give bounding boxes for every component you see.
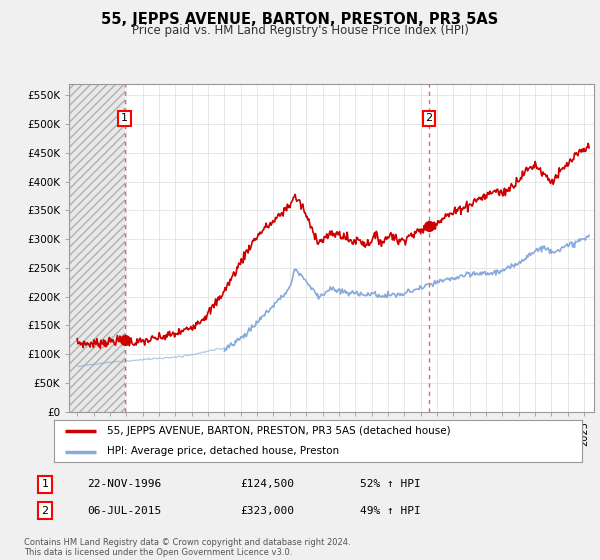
- Text: 1: 1: [121, 114, 128, 124]
- Text: £124,500: £124,500: [240, 479, 294, 489]
- Text: 2: 2: [41, 506, 49, 516]
- Text: 1: 1: [41, 479, 49, 489]
- Text: 52% ↑ HPI: 52% ↑ HPI: [360, 479, 421, 489]
- Text: 22-NOV-1996: 22-NOV-1996: [87, 479, 161, 489]
- Text: 2: 2: [425, 114, 433, 124]
- Text: 55, JEPPS AVENUE, BARTON, PRESTON, PR3 5AS: 55, JEPPS AVENUE, BARTON, PRESTON, PR3 5…: [101, 12, 499, 27]
- Text: 06-JUL-2015: 06-JUL-2015: [87, 506, 161, 516]
- Text: £323,000: £323,000: [240, 506, 294, 516]
- Text: 55, JEPPS AVENUE, BARTON, PRESTON, PR3 5AS (detached house): 55, JEPPS AVENUE, BARTON, PRESTON, PR3 5…: [107, 426, 451, 436]
- Text: Contains HM Land Registry data © Crown copyright and database right 2024.
This d: Contains HM Land Registry data © Crown c…: [24, 538, 350, 557]
- Text: 49% ↑ HPI: 49% ↑ HPI: [360, 506, 421, 516]
- Text: Price paid vs. HM Land Registry's House Price Index (HPI): Price paid vs. HM Land Registry's House …: [131, 24, 469, 36]
- Text: HPI: Average price, detached house, Preston: HPI: Average price, detached house, Pres…: [107, 446, 339, 456]
